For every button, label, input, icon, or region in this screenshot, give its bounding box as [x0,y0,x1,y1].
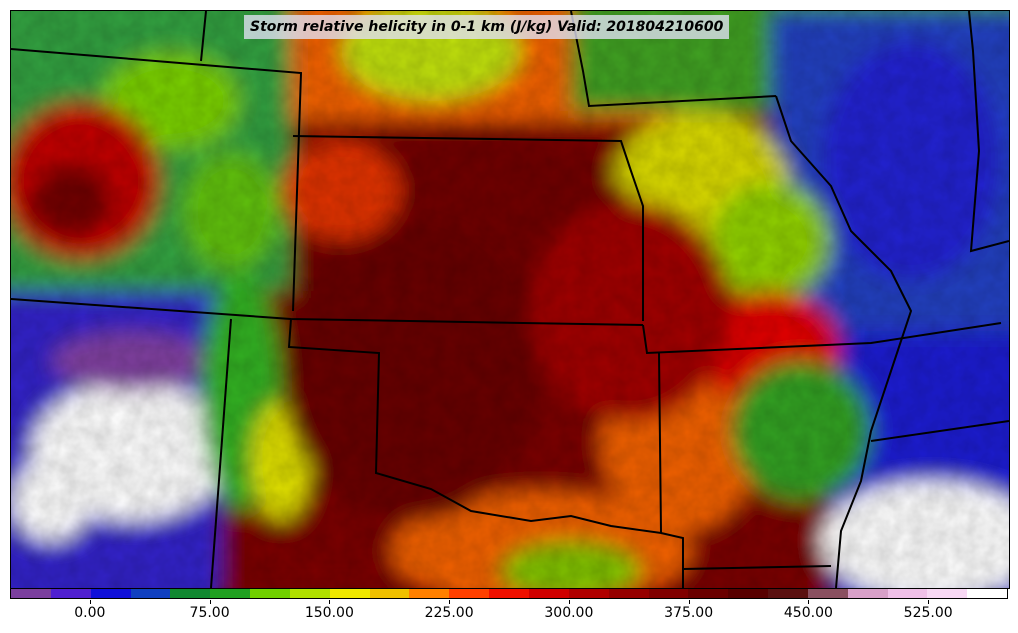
colorbar-segment [568,589,609,598]
map-title: Storm relative helicity in 0-1 km (J/kg)… [244,15,730,39]
colorbar-segment [807,589,848,598]
colorbar-segment [967,589,1008,598]
colorbar-tick-mark [209,600,211,604]
colorbar-tick-label: 525.00 [903,605,953,621]
colorbar [10,588,1008,599]
colorbar-segment [11,589,51,598]
colorbar-segment [90,589,131,598]
colorbar-segment [847,589,888,598]
colorbar-segment [329,589,370,598]
colorbar-segment [130,589,171,598]
colorbar-segment [608,589,649,598]
colorbar-segment [289,589,330,598]
map-panel [10,10,1010,589]
colorbar-segment [250,589,290,598]
colorbar-tick-mark [568,600,570,604]
colorbar-segment [688,589,729,598]
colorbar-tick-label: 150.00 [304,605,354,621]
colorbar-ticks: 0.00 75.00 150.00 225.00 300.00 375.00 450.00 5… [0,600,1018,630]
field-texture [11,11,1009,588]
colorbar-tick-mark [808,600,810,604]
colorbar-tick-mark [89,600,91,604]
colorbar-tick-label: 225.00 [424,605,474,621]
colorbar-segment [50,589,91,598]
colorbar-tick-mark [928,600,930,604]
colorbar-segment [170,589,211,598]
colorbar-tick-label: 0.00 [74,605,106,621]
helicity-field [11,11,1009,588]
colorbar-segment [489,589,529,598]
colorbar-segment [887,589,928,598]
colorbar-segment [369,589,410,598]
colorbar-tick-mark [449,600,451,604]
colorbar-tick-label: 450.00 [783,605,833,621]
colorbar-tick-mark [329,600,331,604]
colorbar-segment [449,589,490,598]
colorbar-tick-label: 375.00 [664,605,714,621]
colorbar-tick-mark [688,600,690,604]
colorbar-segment [768,589,808,598]
state-boundaries [11,11,1009,588]
colorbar-tick-label: 75.00 [189,605,230,621]
colorbar-segment [648,589,689,598]
colorbar-segment [528,589,569,598]
colorbar-segment [210,589,251,598]
colorbar-tick-label: 300.00 [544,605,594,621]
colorbar-segment [927,589,968,598]
colorbar-segment [728,589,769,598]
colorbar-segment [409,589,450,598]
